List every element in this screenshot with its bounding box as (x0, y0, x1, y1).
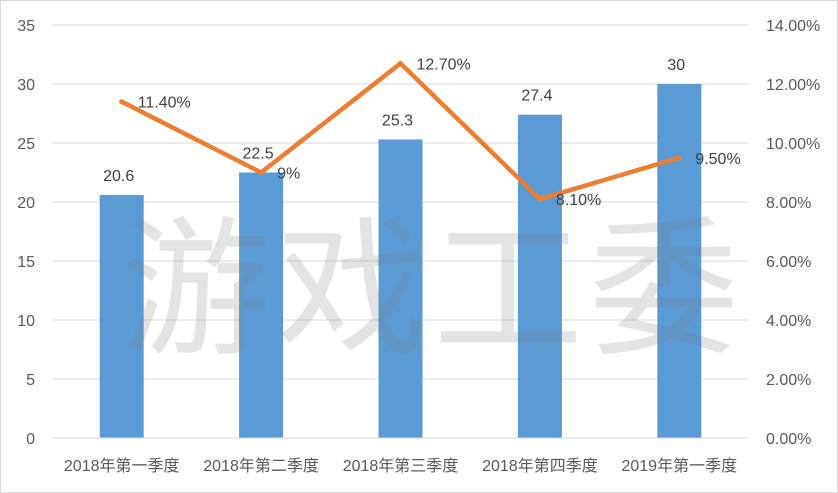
line-point (676, 155, 682, 161)
y-right-tick-label: 0.00% (766, 431, 811, 448)
bar-data-label: 27.4 (521, 88, 552, 105)
y-right-tick-label: 8.00% (766, 195, 811, 212)
bar (99, 194, 144, 438)
line-data-label: 8.10% (556, 192, 601, 209)
line-point (258, 170, 264, 175)
bar (517, 114, 562, 439)
line-data-label: 11.40% (138, 95, 191, 112)
y-right-tick-label: 12.00% (766, 77, 820, 94)
y-right-tick-label: 10.00% (766, 136, 820, 153)
axes: 0 0.00% 5 2.00% 10 4.00% 15 6.00% 20 8.00% 25 10.00… (17, 18, 820, 475)
y-left-tick-label: 15 (17, 254, 35, 271)
y-right-tick-label: 4.00% (766, 313, 811, 330)
y-left-tick-label: 10 (17, 313, 35, 330)
bar-data-label: 30 (667, 57, 685, 74)
bar (378, 139, 423, 438)
y-right-tick-label: 14.00% (766, 18, 820, 35)
y-left-tick-label: 30 (17, 77, 35, 94)
line-point (537, 196, 543, 202)
bar (239, 172, 284, 438)
bar-data-label: 22.5 (243, 146, 274, 163)
line-data-label: 9.50% (695, 151, 740, 168)
y-right-tick-label: 2.00% (766, 372, 811, 389)
x-tick-label: 2018年第二季度 (203, 457, 319, 475)
line-data-label: 12.70% (417, 56, 471, 73)
y-left-tick-label: 35 (17, 18, 35, 35)
data-labels: 20.6 22.5 25.3 27.4 30 11.40% 9% 12.70% 8.10% 9.5… (103, 56, 741, 209)
x-tick-label: 2018年第四季度 (482, 457, 598, 475)
line-series (119, 60, 682, 202)
y-left-tick-label: 20 (17, 195, 35, 212)
y-right-tick-label: 6.00% (766, 254, 811, 271)
x-tick-label: 2018年第一季度 (64, 457, 180, 475)
line-point (398, 60, 403, 66)
bar (657, 84, 702, 438)
line-point (119, 99, 125, 105)
bar-series (99, 84, 702, 439)
bar-data-label: 25.3 (382, 112, 413, 129)
x-tick-label: 2018年第三季度 (343, 457, 459, 475)
y-left-tick-label: 5 (26, 372, 35, 389)
y-left-tick-label: 0 (26, 431, 35, 448)
bar-data-label: 20.6 (103, 168, 134, 185)
y-left-tick-label: 25 (17, 136, 35, 153)
line-data-label: 9% (277, 166, 300, 183)
x-tick-label: 2019年第一季度 (621, 457, 737, 475)
